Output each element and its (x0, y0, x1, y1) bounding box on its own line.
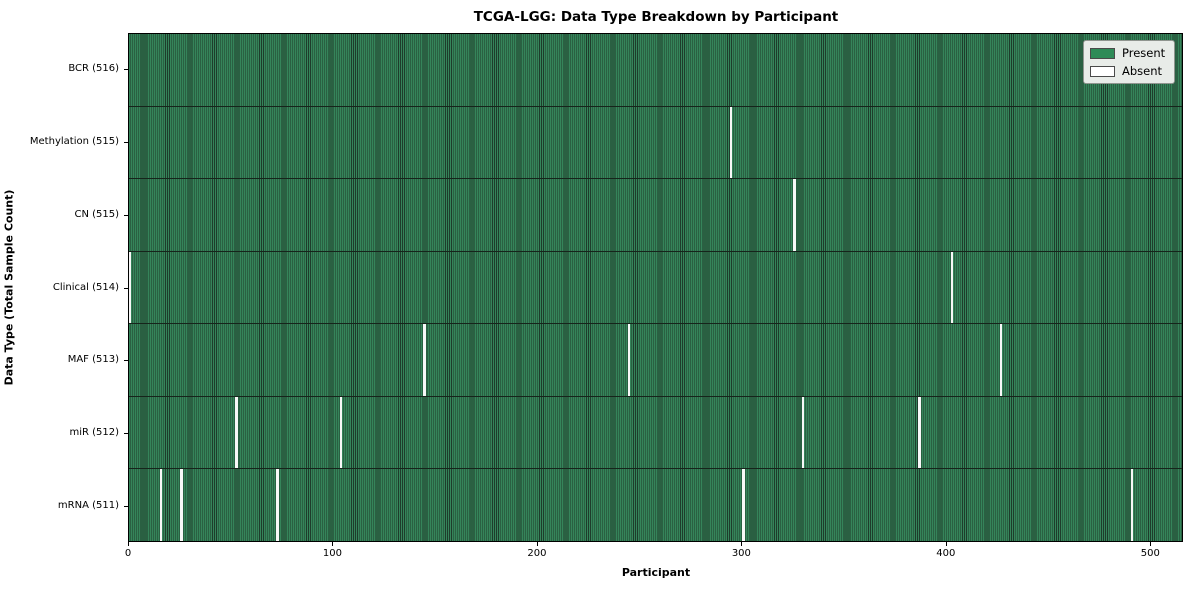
absent-gap (339, 396, 342, 469)
legend-entry-absent: Absent (1090, 64, 1166, 78)
absent-swatch-icon (1090, 65, 1115, 77)
heatmap-row-mir (129, 395, 1182, 469)
absent-gap (999, 324, 1003, 396)
absent-gap (801, 396, 805, 469)
x-tick-mark (128, 542, 129, 546)
x-tick-mark (332, 542, 334, 546)
x-axis-label: Participant (621, 566, 691, 579)
y-tick-label: BCR (516) (68, 63, 119, 75)
absent-gap (742, 469, 745, 542)
absent-gap (793, 179, 796, 251)
y-tick-label: MAF (513) (67, 354, 119, 366)
absent-gap (918, 396, 921, 469)
y-tick-mark (124, 505, 128, 507)
x-tick-label: 400 (936, 548, 956, 559)
y-tick-label: mRNA (511) (57, 499, 119, 511)
y-tick-label: Clinical (514) (52, 281, 119, 293)
x-tick-label: 500 (1140, 548, 1160, 559)
y-tick-label: CN (515) (74, 208, 119, 220)
x-tick-label: 200 (527, 548, 547, 559)
y-tick-mark (124, 69, 128, 71)
heatmap-row-maf (129, 323, 1182, 396)
legend-entry-present: Present (1090, 46, 1166, 60)
y-tick-mark (124, 360, 128, 362)
x-tick-label: 100 (322, 548, 342, 559)
absent-gap (730, 106, 733, 179)
x-tick-mark (945, 542, 947, 546)
absent-gap (129, 251, 132, 324)
absent-gap (180, 469, 183, 542)
x-tick-mark (536, 542, 538, 546)
absent-gap (276, 469, 279, 542)
x-tick-label: 0 (124, 548, 132, 559)
heatmap-row-methylation (129, 105, 1182, 179)
absent-gap (423, 324, 426, 396)
y-tick-mark (124, 214, 128, 216)
heatmap-row-clinical (129, 250, 1182, 324)
y-tick-mark (124, 142, 128, 144)
absent-gap (627, 324, 631, 396)
absent-gap (1130, 469, 1134, 542)
y-tick-label: Methylation (515) (29, 136, 119, 148)
legend: Present Absent (1083, 40, 1175, 84)
legend-label-absent: Absent (1122, 64, 1163, 78)
heatmap-row-cn (129, 178, 1182, 251)
present-swatch-icon (1090, 47, 1115, 59)
absent-gap (159, 469, 163, 542)
plot-area (128, 33, 1183, 542)
y-tick-mark (124, 432, 128, 434)
heatmap-row-mrna (129, 468, 1182, 542)
absent-gap (235, 396, 238, 469)
heatmap-row-bcr (129, 34, 1182, 106)
y-tick-mark (124, 287, 128, 289)
absent-gap (950, 251, 954, 324)
chart-title: TCGA-LGG: Data Type Breakdown by Partici… (473, 9, 839, 25)
legend-label-present: Present (1122, 46, 1166, 60)
y-tick-label: miR (512) (69, 426, 119, 438)
x-tick-mark (1150, 542, 1152, 546)
x-tick-mark (741, 542, 743, 546)
x-tick-label: 300 (731, 548, 751, 559)
